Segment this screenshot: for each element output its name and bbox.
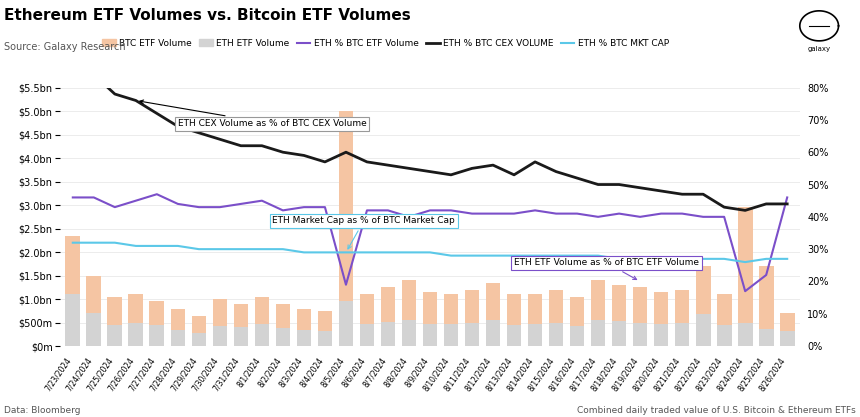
Bar bbox=[528, 294, 543, 346]
Bar bbox=[444, 294, 458, 346]
Bar bbox=[486, 283, 501, 346]
Bar bbox=[444, 324, 458, 346]
Bar bbox=[359, 324, 374, 346]
Bar bbox=[339, 301, 353, 346]
Bar bbox=[150, 325, 164, 346]
Bar bbox=[275, 304, 291, 346]
Bar bbox=[339, 111, 353, 346]
Bar bbox=[633, 323, 648, 346]
Text: Combined daily traded value of U.S. Bitcoin & Ethereum ETFs: Combined daily traded value of U.S. Bitc… bbox=[577, 406, 856, 415]
Bar bbox=[528, 324, 543, 346]
Bar bbox=[212, 299, 227, 346]
Bar bbox=[317, 331, 332, 346]
Bar bbox=[569, 297, 585, 346]
Bar bbox=[507, 294, 521, 346]
Bar bbox=[759, 266, 773, 346]
Bar bbox=[549, 290, 563, 346]
Bar bbox=[87, 276, 101, 346]
Bar bbox=[464, 323, 479, 346]
Bar bbox=[675, 323, 690, 346]
Bar bbox=[780, 331, 795, 346]
Bar bbox=[381, 287, 396, 346]
Bar bbox=[128, 323, 144, 346]
Bar bbox=[549, 323, 563, 346]
Bar bbox=[170, 330, 185, 346]
Bar bbox=[192, 333, 206, 346]
Bar bbox=[108, 297, 122, 346]
Bar bbox=[170, 309, 185, 346]
Bar bbox=[87, 313, 101, 346]
Bar bbox=[738, 323, 752, 346]
Bar bbox=[297, 330, 311, 346]
Bar bbox=[108, 325, 122, 346]
Bar bbox=[654, 292, 668, 346]
Bar bbox=[716, 294, 732, 346]
Text: ETH Market Cap as % of BTC Market Cap: ETH Market Cap as % of BTC Market Cap bbox=[273, 216, 455, 249]
Bar bbox=[317, 311, 332, 346]
Bar bbox=[654, 324, 668, 346]
Text: galaxy: galaxy bbox=[808, 46, 831, 53]
Text: ETH ETF Volume as % of BTC ETF Volume: ETH ETF Volume as % of BTC ETF Volume bbox=[514, 258, 699, 279]
Bar bbox=[633, 287, 648, 346]
Bar bbox=[255, 324, 269, 346]
Bar bbox=[65, 294, 80, 346]
Bar bbox=[569, 326, 585, 346]
Bar bbox=[275, 328, 291, 346]
Legend: BTC ETF Volume, ETH ETF Volume, ETH % BTC ETF Volume, ETH % BTC CEX VOLUME, ETH : BTC ETF Volume, ETH ETF Volume, ETH % BT… bbox=[98, 35, 673, 51]
Bar bbox=[696, 266, 710, 346]
Bar bbox=[422, 292, 438, 346]
Bar bbox=[359, 294, 374, 346]
Bar bbox=[507, 325, 521, 346]
Bar bbox=[234, 327, 249, 346]
Text: Data: Bloomberg: Data: Bloomberg bbox=[4, 406, 81, 415]
Bar bbox=[381, 322, 396, 346]
Bar bbox=[611, 285, 626, 346]
Bar bbox=[696, 314, 710, 346]
Text: Source: Galaxy Research: Source: Galaxy Research bbox=[4, 42, 126, 52]
Bar bbox=[402, 280, 416, 346]
Bar bbox=[128, 294, 144, 346]
Bar bbox=[611, 321, 626, 346]
Bar bbox=[591, 320, 605, 346]
Bar bbox=[402, 320, 416, 346]
Text: Ethereum ETF Volumes vs. Bitcoin ETF Volumes: Ethereum ETF Volumes vs. Bitcoin ETF Vol… bbox=[4, 8, 411, 23]
Bar bbox=[297, 309, 311, 346]
Bar bbox=[422, 324, 438, 346]
Bar bbox=[675, 290, 690, 346]
Bar bbox=[192, 316, 206, 346]
Bar bbox=[716, 325, 732, 346]
Bar bbox=[738, 207, 752, 346]
Bar bbox=[464, 290, 479, 346]
Bar bbox=[759, 329, 773, 346]
Bar bbox=[780, 313, 795, 346]
Bar bbox=[150, 301, 164, 346]
Bar bbox=[486, 320, 501, 346]
Text: ETH CEX Volume as % of BTC CEX Volume: ETH CEX Volume as % of BTC CEX Volume bbox=[140, 100, 366, 128]
Bar bbox=[234, 304, 249, 346]
Bar bbox=[212, 326, 227, 346]
Bar bbox=[591, 280, 605, 346]
Bar bbox=[255, 297, 269, 346]
Bar bbox=[65, 236, 80, 346]
